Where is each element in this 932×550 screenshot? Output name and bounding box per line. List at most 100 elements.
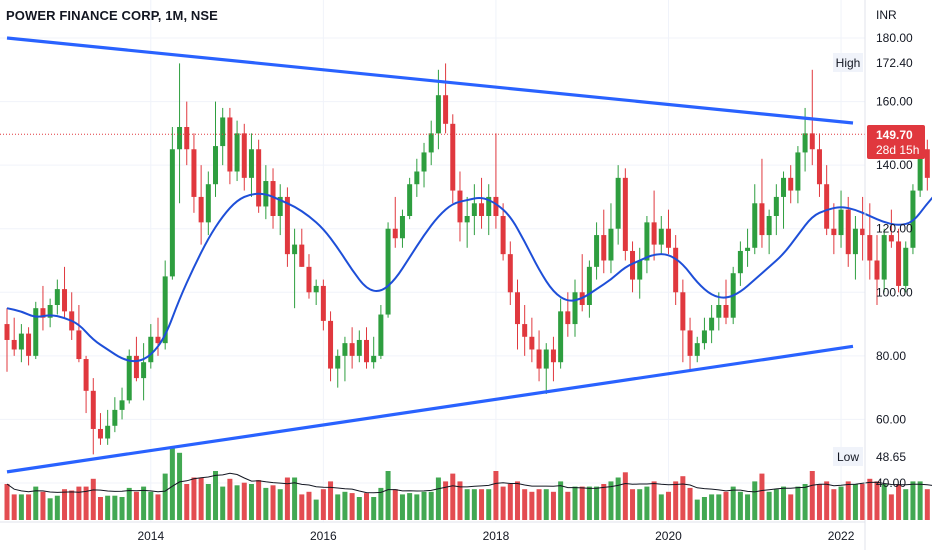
candle-body (457, 190, 463, 223)
volume-bar (773, 489, 779, 520)
price-axis[interactable]: 180.00 160.00 140.00 120.00 100.00 80.00 60.00… (876, 31, 913, 490)
candle (608, 203, 614, 274)
candle (493, 133, 499, 229)
candle-body (766, 216, 772, 236)
volume-bar (11, 494, 17, 520)
candle-body (594, 235, 600, 267)
volume-bar (198, 477, 204, 520)
volume-bar (292, 477, 298, 520)
volume-bar (62, 489, 68, 520)
last-price-marker: 149.70 28d 15h (867, 125, 925, 159)
volume-bar (399, 494, 405, 520)
candle (54, 279, 60, 315)
volume-bar (277, 489, 283, 520)
candle-body (371, 355, 377, 363)
y-tick-label: 160.00 (876, 95, 913, 109)
candle (594, 222, 600, 280)
volume-bar (263, 487, 269, 520)
candle (141, 343, 147, 401)
candle (62, 266, 68, 318)
candle-body (18, 333, 24, 350)
time-axis[interactable]: 201420162018202020222024 (137, 529, 932, 543)
candle (306, 254, 312, 299)
volume-bar (306, 491, 312, 520)
candle (378, 305, 384, 360)
candle (637, 247, 643, 299)
volume-bar (630, 489, 636, 520)
volume-bar (737, 491, 743, 520)
volume-bar (565, 491, 571, 520)
volume-bar (148, 491, 154, 520)
volume-bar (701, 497, 707, 520)
volume-bar (514, 481, 520, 520)
candle-body (184, 127, 190, 150)
candle-body (26, 333, 32, 356)
volume-bar (622, 472, 628, 520)
volume-bar (694, 499, 700, 520)
candle (536, 330, 542, 382)
candle (507, 241, 513, 305)
candle (241, 123, 247, 191)
volume-bar (213, 471, 219, 520)
candle (709, 305, 715, 344)
last-price-value: 149.70 (876, 128, 913, 142)
candle-body (673, 247, 679, 293)
high-value: 172.40 (876, 56, 913, 70)
candle (543, 343, 549, 394)
volume-bar (256, 480, 262, 520)
volume-bar (816, 484, 822, 520)
x-tick-label: 2020 (655, 529, 682, 543)
volume-bar (888, 494, 894, 520)
candle-body (205, 184, 211, 223)
volume-bar (112, 495, 118, 520)
candle (759, 158, 765, 248)
volume-bar (443, 481, 449, 520)
candle (198, 165, 204, 245)
candle-body (781, 177, 787, 197)
y-tick-label: 180.00 (876, 31, 913, 45)
candle-body (234, 133, 240, 172)
candle (723, 279, 729, 325)
candle (680, 279, 686, 363)
volume-bar (76, 486, 82, 520)
candle (824, 165, 830, 236)
candle (177, 63, 183, 204)
volume-bar (342, 491, 348, 520)
volume-bar (385, 471, 391, 520)
candle-body (500, 216, 506, 255)
candle (428, 120, 434, 166)
candle (392, 196, 398, 248)
candle-body (328, 320, 334, 369)
candle (558, 298, 564, 369)
candle-body (788, 177, 794, 191)
volume-bar (802, 484, 808, 520)
candle-body (716, 305, 722, 318)
candle-body (335, 355, 341, 369)
candle-body (543, 349, 549, 369)
candle (852, 216, 858, 280)
y-tick-label: 140.00 (876, 158, 913, 172)
candle-body (4, 324, 10, 340)
candle (414, 158, 420, 197)
candle (11, 317, 17, 356)
volume-bar (270, 485, 276, 520)
upper-trendline (6, 36, 854, 125)
candle-body (608, 228, 614, 261)
x-tick-label: 2022 (828, 529, 855, 543)
candle-body (133, 355, 139, 379)
y-tick-label: 100.00 (876, 285, 913, 299)
candle-body (881, 235, 887, 280)
volume-bar (407, 493, 413, 520)
candle (701, 317, 707, 350)
candle-body (874, 260, 880, 280)
candle (896, 228, 902, 293)
candle (457, 171, 463, 242)
candle-body (292, 244, 298, 255)
volume-bar (126, 487, 132, 520)
candle-body (313, 285, 319, 293)
candle-body (392, 228, 398, 239)
volume-bar (349, 493, 355, 520)
candle (781, 171, 787, 229)
candle (184, 101, 190, 166)
